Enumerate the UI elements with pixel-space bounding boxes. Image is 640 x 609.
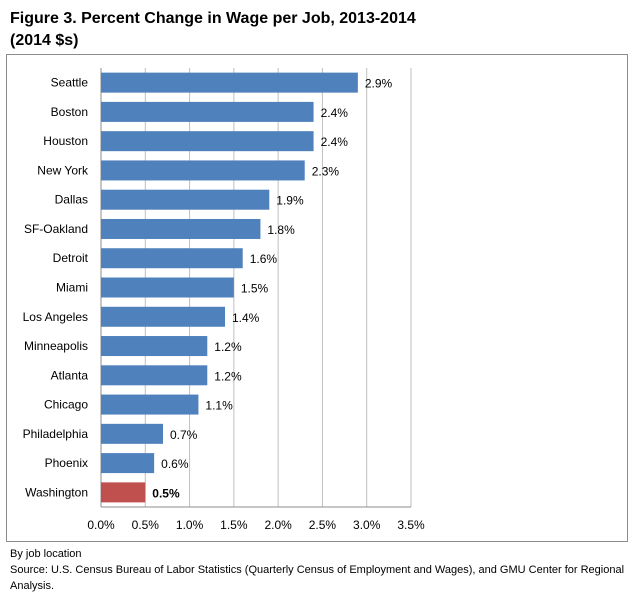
category-label: Minneapolis xyxy=(24,339,88,353)
note-source: Source: U.S. Census Bureau of Labor Stat… xyxy=(10,564,625,592)
chart-notes: By job location Source: U.S. Census Bure… xyxy=(10,546,630,594)
bar-phoenix xyxy=(101,453,155,474)
data-label: 2.4% xyxy=(321,135,349,149)
bar-chicago xyxy=(101,394,199,415)
chart-title: Figure 3. Percent Change in Wage per Job… xyxy=(10,8,416,52)
data-label: 0.5% xyxy=(152,486,180,500)
data-label: 1.8% xyxy=(267,223,295,237)
data-label: 0.6% xyxy=(161,457,189,471)
chart-subtitle: (2014 $s) xyxy=(10,32,79,49)
bar-minneapolis xyxy=(101,336,208,357)
data-label: 1.1% xyxy=(205,399,233,413)
data-label: 1.6% xyxy=(250,252,278,266)
x-tick-label: 1.0% xyxy=(176,518,204,532)
category-label: Chicago xyxy=(44,398,88,412)
category-label: SF-Oakland xyxy=(24,222,88,236)
category-label: Seattle xyxy=(51,76,89,90)
bar-washington xyxy=(101,482,146,503)
category-label: Los Angeles xyxy=(23,310,88,324)
bar-philadelphia xyxy=(101,423,163,444)
category-label: Washington xyxy=(25,485,88,499)
category-label: Phoenix xyxy=(45,456,88,470)
data-label: 1.4% xyxy=(232,311,260,325)
chart-frame xyxy=(6,54,628,542)
bar-boston xyxy=(101,101,314,122)
category-label: Dallas xyxy=(55,193,88,207)
x-tick-label: 2.5% xyxy=(309,518,337,532)
category-label: Atlanta xyxy=(51,368,89,382)
category-label: Detroit xyxy=(53,251,89,265)
bar-seattle xyxy=(101,72,358,93)
chart-title-main: Figure 3. Percent Change in Wage per Job… xyxy=(10,10,416,27)
x-tick-label: 0.5% xyxy=(132,518,160,532)
x-tick-label: 2.0% xyxy=(264,518,292,532)
category-label: Miami xyxy=(56,281,88,295)
data-label: 1.2% xyxy=(214,340,242,354)
category-label: New York xyxy=(37,163,89,177)
bar-miami xyxy=(101,277,234,298)
data-label: 1.2% xyxy=(214,369,242,383)
category-label: Houston xyxy=(43,134,88,148)
x-tick-label: 3.5% xyxy=(397,518,425,532)
bar-new-york xyxy=(101,160,305,181)
bar-los-angeles xyxy=(101,306,225,327)
bar-detroit xyxy=(101,248,243,269)
x-tick-label: 3.0% xyxy=(353,518,381,532)
bar-dallas xyxy=(101,189,270,210)
data-label: 1.5% xyxy=(241,282,269,296)
data-label: 2.9% xyxy=(365,77,393,91)
note-job-location: By job location xyxy=(10,548,82,560)
bar-atlanta xyxy=(101,365,208,386)
category-label: Philadelphia xyxy=(23,427,89,441)
x-tick-label: 1.5% xyxy=(220,518,248,532)
data-label: 2.3% xyxy=(312,164,340,178)
bar-houston xyxy=(101,131,314,152)
category-label: Boston xyxy=(51,105,88,119)
data-label: 0.7% xyxy=(170,428,198,442)
x-tick-label: 0.0% xyxy=(87,518,115,532)
data-label: 2.4% xyxy=(321,106,349,120)
bar-sf-oakland xyxy=(101,218,261,239)
data-label: 1.9% xyxy=(276,194,304,208)
